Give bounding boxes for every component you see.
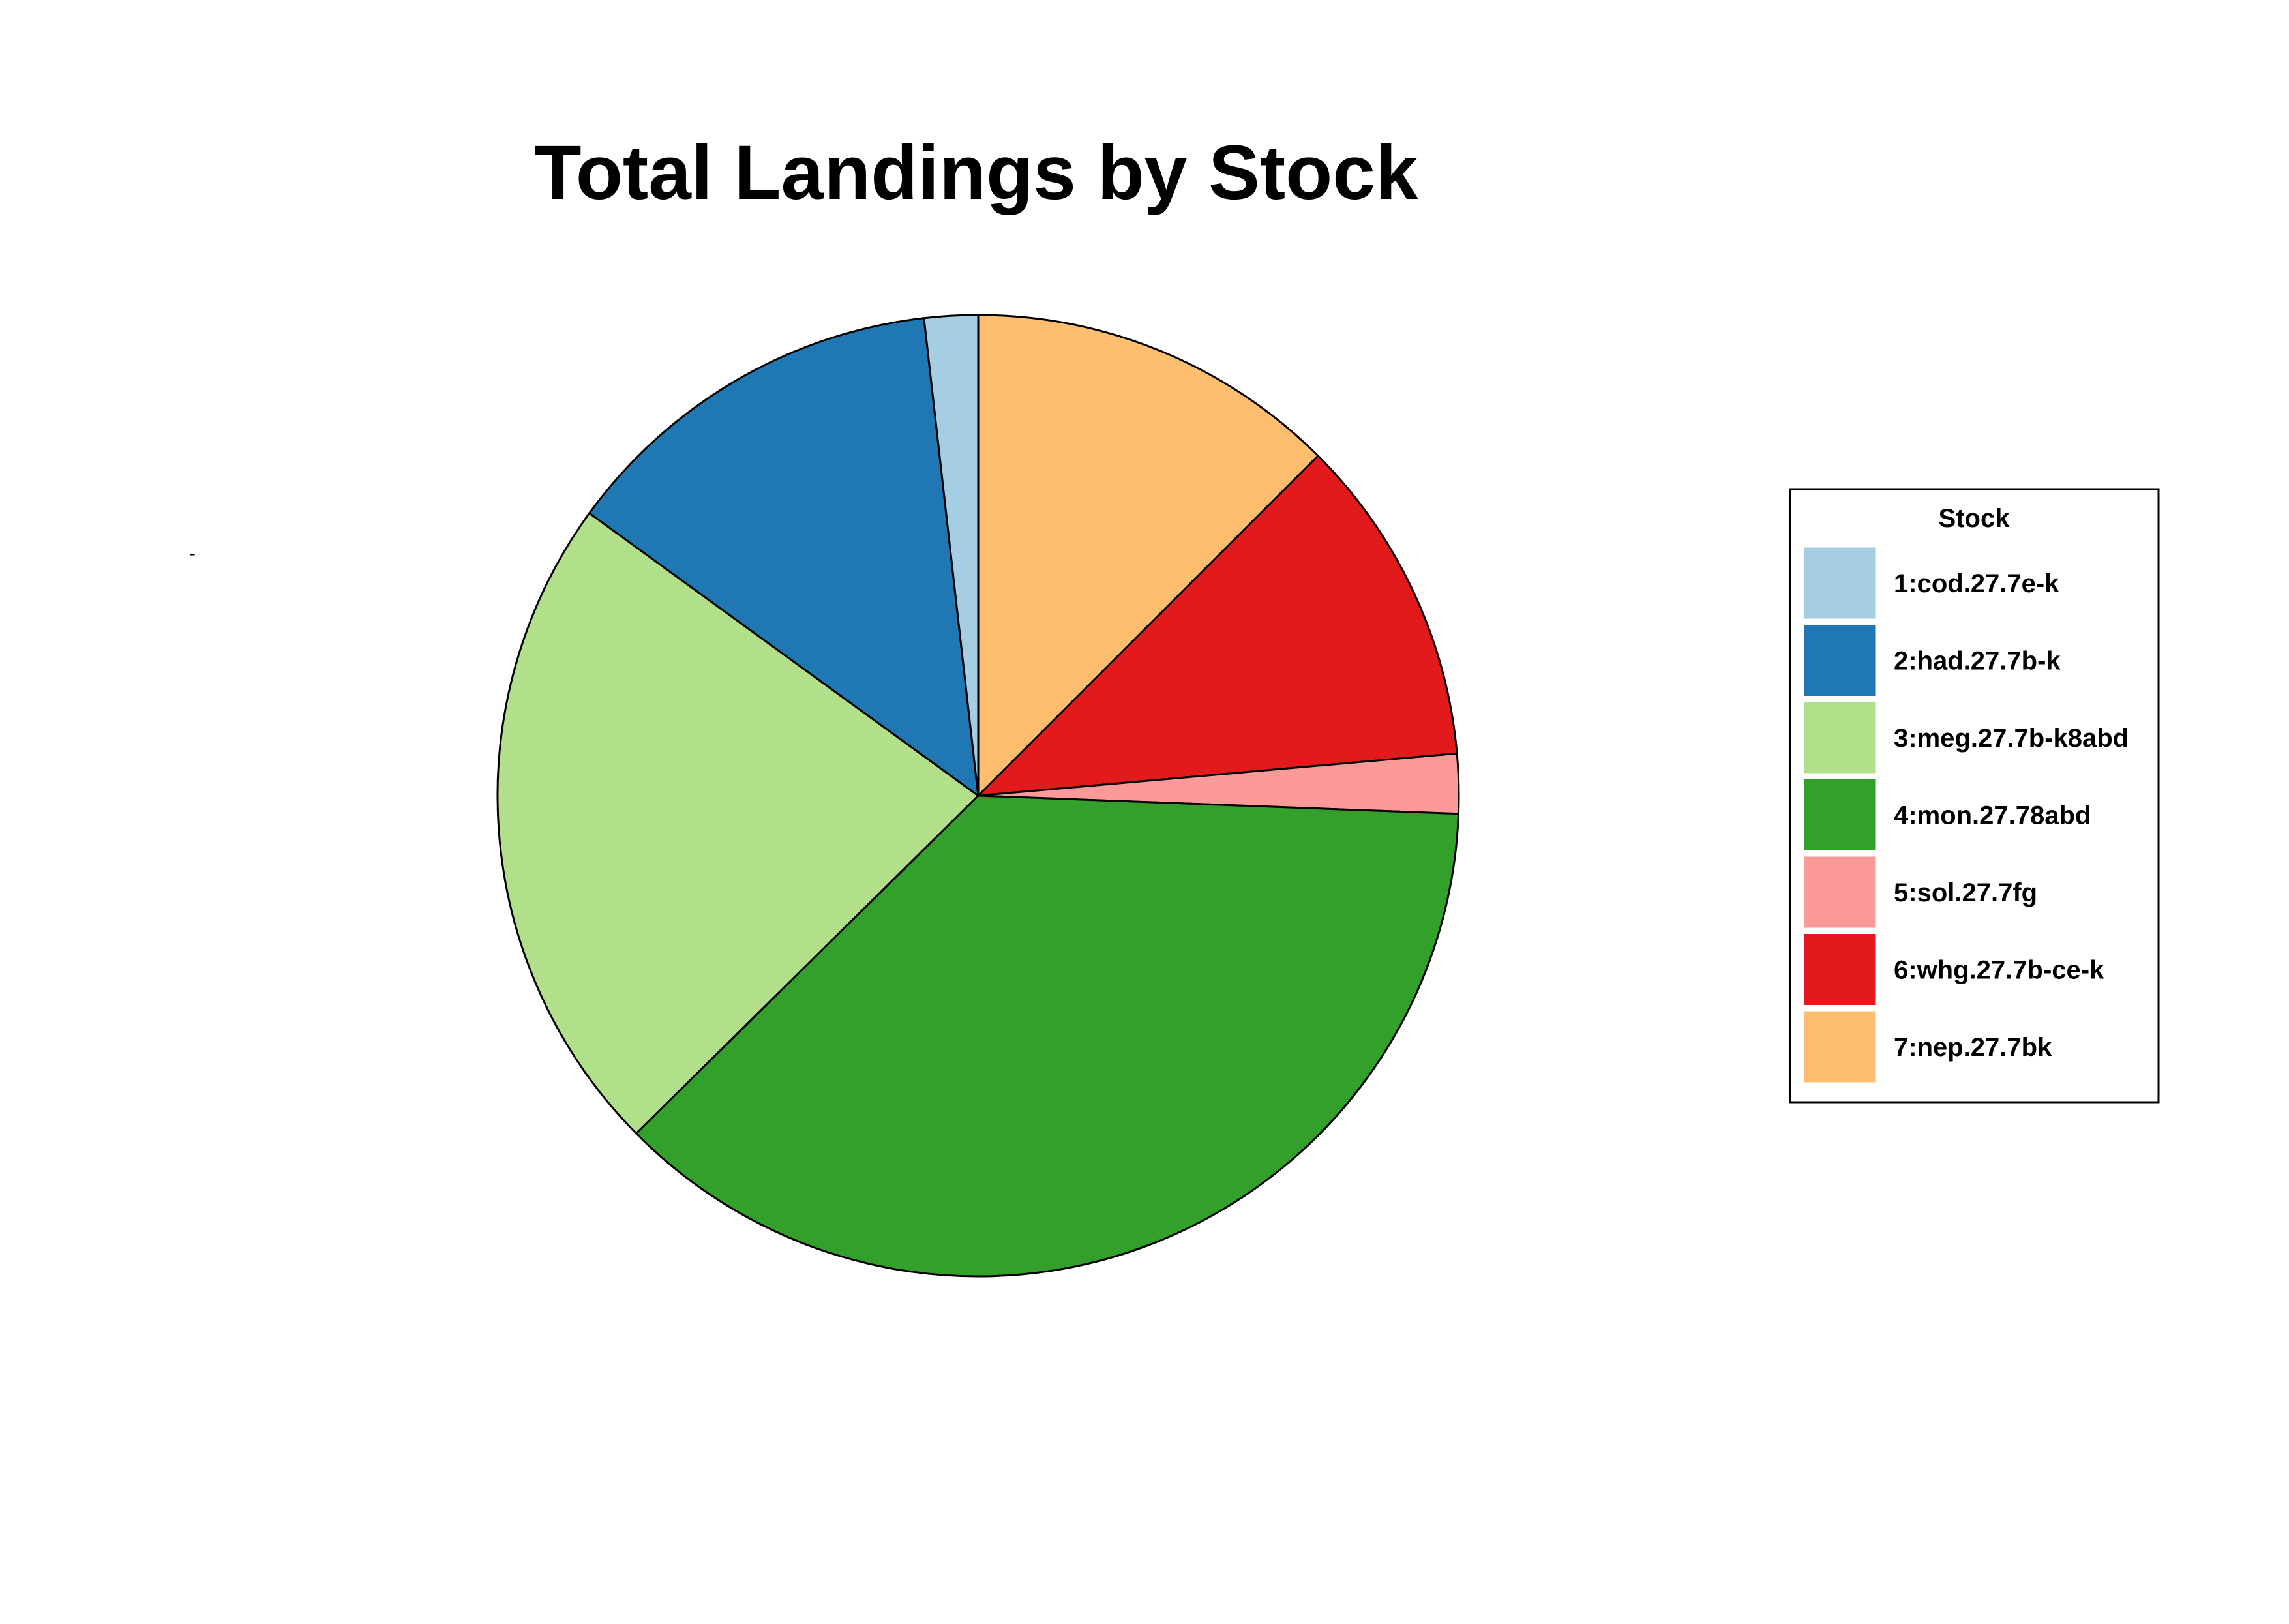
chart-title: Total Landings by Stock	[535, 130, 1418, 216]
legend-label-1: 1:cod.27.7e-k	[1894, 569, 2059, 598]
legend-swatch-2	[1802, 623, 1878, 698]
legend-label-7: 7:nep.27.7bk	[1894, 1033, 2052, 1062]
legend-title: Stock	[1939, 504, 2011, 533]
pie-slice-4	[635, 794, 1459, 1278]
legend-label-2: 2:had.27.7b-k	[1894, 647, 2061, 676]
pie-slice-6	[977, 455, 1458, 797]
legend-swatch-7	[1802, 1009, 1878, 1085]
legend-swatch-5	[1802, 854, 1878, 930]
legend: Stock 1:cod.27.7e-k 2:had.27.7b-k 3:meg.27…	[1789, 488, 2160, 1104]
legend-swatch-6	[1802, 932, 1878, 1007]
legend-label-6: 6:whg.27.7b-ce-k	[1894, 956, 2104, 985]
pie-slice-2	[588, 317, 980, 797]
legend-swatch-4	[1802, 777, 1878, 852]
pie-slice-7	[977, 314, 1319, 797]
pie-slices	[496, 314, 1460, 1278]
legend-label-3: 3:meg.27.7b-k8abd	[1894, 724, 2129, 753]
pie-slice-3	[496, 512, 980, 1135]
pie-slice-1	[923, 314, 980, 797]
legend-label-4: 4:mon.27.78abd	[1894, 802, 2091, 830]
stray-tick-mark: -	[189, 543, 196, 564]
legend-items: 1:cod.27.7e-k 2:had.27.7b-k 3:meg.27.7b-k8…	[1802, 545, 2129, 1085]
legend-label-5: 5:sol.27.7fg	[1894, 879, 2037, 907]
legend-swatch-3	[1802, 700, 1878, 775]
legend-swatch-1	[1802, 545, 1878, 621]
